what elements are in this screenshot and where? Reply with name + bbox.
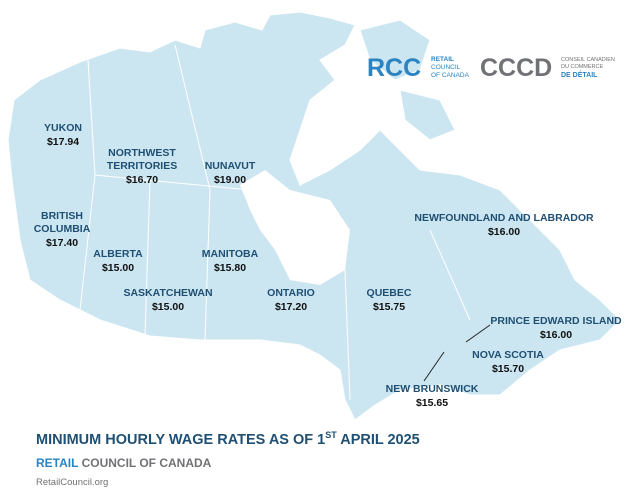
region-name: NEWFOUNDLAND AND LABRADOR <box>414 212 594 224</box>
region-wage: $15.00 <box>102 262 134 274</box>
region-name: MANITOBA <box>202 248 259 260</box>
logo-text: OF CANADA <box>431 72 470 79</box>
border <box>87 59 96 176</box>
region-name: TERRITORIES <box>107 160 177 172</box>
hudson-bay <box>240 170 350 285</box>
map <box>7 11 621 421</box>
region-name: PRINCE EDWARD ISLAND <box>490 315 622 327</box>
region-wage: $16.00 <box>488 226 520 238</box>
region-name: YUKON <box>44 122 82 134</box>
title-text: MINIMUM HOURLY WAGE RATES AS OF 1 <box>36 432 325 448</box>
region-wage: $16.70 <box>126 174 158 186</box>
title-text: APRIL 2025 <box>337 432 420 448</box>
rcc-logo: RCC RETAIL COUNCIL OF CANADA <box>367 54 470 82</box>
region-wage: $15.65 <box>416 397 448 409</box>
arctic-islands <box>359 19 456 141</box>
logo-text: DE DÉTAIL <box>561 70 598 79</box>
region-name: NEW BRUNSWICK <box>386 383 479 395</box>
cccd-logo: CCCD CONSEIL CANADIEN DU COMMERCE DE DÉT… <box>480 54 615 82</box>
region-wage: $19.00 <box>214 174 246 186</box>
region-wage: $17.20 <box>275 301 307 313</box>
title: MINIMUM HOURLY WAGE RATES AS OF 1ST APRI… <box>36 430 420 448</box>
region-wage: $17.40 <box>46 237 78 249</box>
border <box>344 269 351 401</box>
logo-mark: RCC <box>367 54 421 82</box>
footer-url: RetailCouncil.org <box>36 477 108 488</box>
brand-text: RETAIL <box>36 456 78 470</box>
border <box>94 174 251 191</box>
border <box>174 44 211 191</box>
border <box>79 174 96 311</box>
title-sup: ST <box>325 430 337 440</box>
logo-text: CONSEIL CANADIEN <box>561 57 615 63</box>
region-name: NUNAVUT <box>205 160 256 172</box>
border <box>204 189 211 341</box>
region-name: ALBERTA <box>93 248 143 260</box>
region-wage: $15.75 <box>373 301 405 313</box>
logo-text: COUNCIL <box>431 64 461 71</box>
region-name: ONTARIO <box>267 287 315 299</box>
border <box>429 229 471 321</box>
region-name: QUEBEC <box>367 287 412 299</box>
region-name: BRITISH <box>41 210 83 222</box>
region-name: NORTHWEST <box>108 147 176 159</box>
borders <box>79 44 471 401</box>
border <box>144 179 151 336</box>
logo-mark: CCCD <box>480 54 552 82</box>
region-wage: $15.70 <box>492 363 524 375</box>
region-name: COLUMBIA <box>34 223 91 235</box>
region-wage: $15.00 <box>152 301 184 313</box>
logo-text: RETAIL <box>431 56 454 63</box>
leader-line <box>465 324 491 343</box>
region-name: NOVA SCOTIA <box>472 349 544 361</box>
region-wage: $15.80 <box>214 262 246 274</box>
region-name: SASKATCHEWAN <box>123 287 212 299</box>
region-wage: $17.94 <box>47 136 79 148</box>
region-wage: $16.00 <box>540 329 572 341</box>
brand-text: COUNCIL OF CANADA <box>78 456 211 470</box>
footer-brand: RETAIL COUNCIL OF CANADA <box>36 456 212 470</box>
logo-text: DU COMMERCE <box>561 64 603 70</box>
leader-line <box>423 351 445 382</box>
